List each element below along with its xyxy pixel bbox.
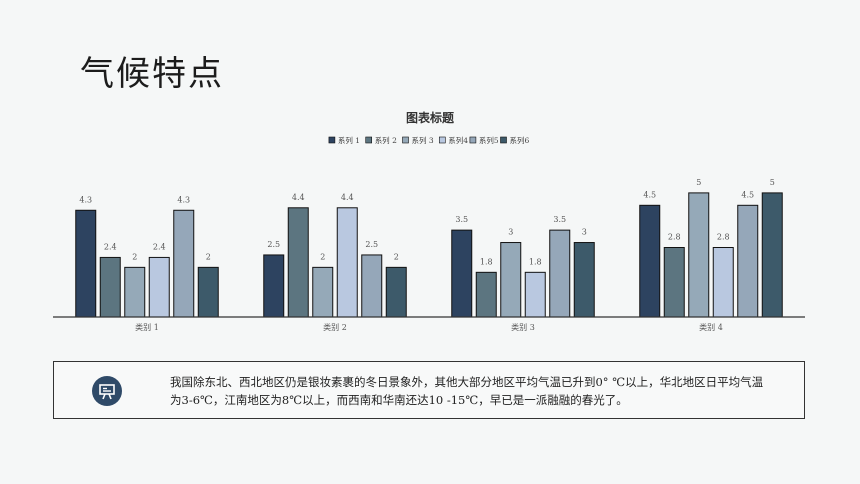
legend-label-1: 系列 1 [338,135,360,145]
presentation-board-icon [92,376,122,406]
legend-label-6: 系列6 [510,135,530,145]
legend-label-2: 系列 2 [375,135,397,145]
note-text: 我国除东北、西北地区仍是银妆素裹的冬日景象外，其他大部分地区平均气温已升到0° … [170,375,764,407]
data-label-1-1: 4.3 [79,195,92,204]
bar-4-5 [737,204,759,318]
page-title: 气候特点 [80,54,224,94]
legend-swatch-3 [402,136,409,144]
data-label-1-3: 2 [132,252,137,261]
data-label-2-6: 2 [394,252,399,261]
bar-4-1 [639,204,661,318]
legend-swatch-4 [438,136,446,144]
bar-4-6 [761,192,783,318]
bar-3-3 [500,242,522,318]
legend-swatch-1 [328,136,336,144]
data-label-3-6: 3 [582,228,587,237]
category-label-2: 类别 2 [323,322,347,332]
bar-1-3 [124,266,146,318]
bar-1-5 [173,209,195,318]
legend-label-3: 系列 3 [412,135,434,145]
data-label-4-4: 2.8 [717,233,730,242]
note-box: 我国除东北、西北地区仍是银妆素裹的冬日景象外，其他大部分地区平均气温已升到0° … [53,361,805,419]
data-label-1-5: 4.3 [177,195,190,204]
data-label-4-5: 4.5 [741,190,754,199]
legend-swatch-2 [365,136,373,144]
data-labels-group: 4.3 2.4 2 2.4 4.3 2 2.5 4.4 2 4.4 2.5 2 3.5 1.8 3 1.8 3.… [79,178,774,266]
data-label-2-1: 2.5 [267,240,280,249]
bar-2-6 [385,266,407,318]
data-label-1-6: 2 [206,252,211,261]
bar-2-3 [312,266,334,318]
bar-2-5 [361,254,383,318]
category-label-3: 类别 3 [511,322,535,332]
bar-4-4 [712,247,734,318]
bar-3-4 [524,271,546,318]
legend-swatch-6 [500,136,507,144]
bar-2-1 [263,254,285,318]
data-label-3-5: 3.5 [553,215,566,224]
legend-label-4: 系列4 [448,135,468,145]
bar-chart: 图表标题 系列 1 系列 2 系列 3 系列4 系列5 系列6 4.32.422.44.3… [53,110,805,332]
bar-3-2 [475,271,497,318]
data-label-3-1: 3.5 [455,215,468,224]
data-label-4-1: 4.5 [643,190,656,199]
bar-1-6 [197,266,219,318]
data-label-2-5: 2.5 [365,240,378,249]
bar-2-2 [287,207,309,318]
data-label-1-2: 2.4 [104,242,117,251]
category-label-1: 类别 1 [135,322,159,332]
bar-3-6 [573,242,595,318]
data-label-3-3: 3 [508,228,513,237]
category-labels-group: 类别 1 类别 2 类别 3 类别 4 [135,322,723,332]
bar-1-4 [148,256,170,318]
data-label-4-3: 5 [696,178,701,187]
data-label-2-4: 4.4 [341,193,354,202]
chart-title: 图表标题 [406,110,455,125]
chart-legend: 系列 1 系列 2 系列 3 系列4 系列5 系列6 [328,135,530,145]
data-label-4-6: 5 [770,178,775,187]
data-label-3-2: 1.8 [480,257,493,266]
data-label-3-4: 1.8 [529,257,542,266]
bar-2-4 [336,207,358,318]
category-label-4: 类别 4 [699,322,723,332]
bar-1-1 [75,209,97,318]
bar-4-3 [688,192,710,318]
bar-4-2 [663,247,685,318]
legend-label-5: 系列5 [479,135,499,145]
bars-group [75,192,783,318]
bar-1-2 [99,256,121,318]
legend-swatch-5 [469,136,477,144]
bar-3-1 [451,229,473,318]
data-label-2-3: 2 [320,252,325,261]
data-label-4-2: 2.8 [668,233,681,242]
bar-3-5 [549,229,571,318]
data-label-1-4: 2.4 [153,242,166,251]
data-label-2-2: 4.4 [292,193,305,202]
